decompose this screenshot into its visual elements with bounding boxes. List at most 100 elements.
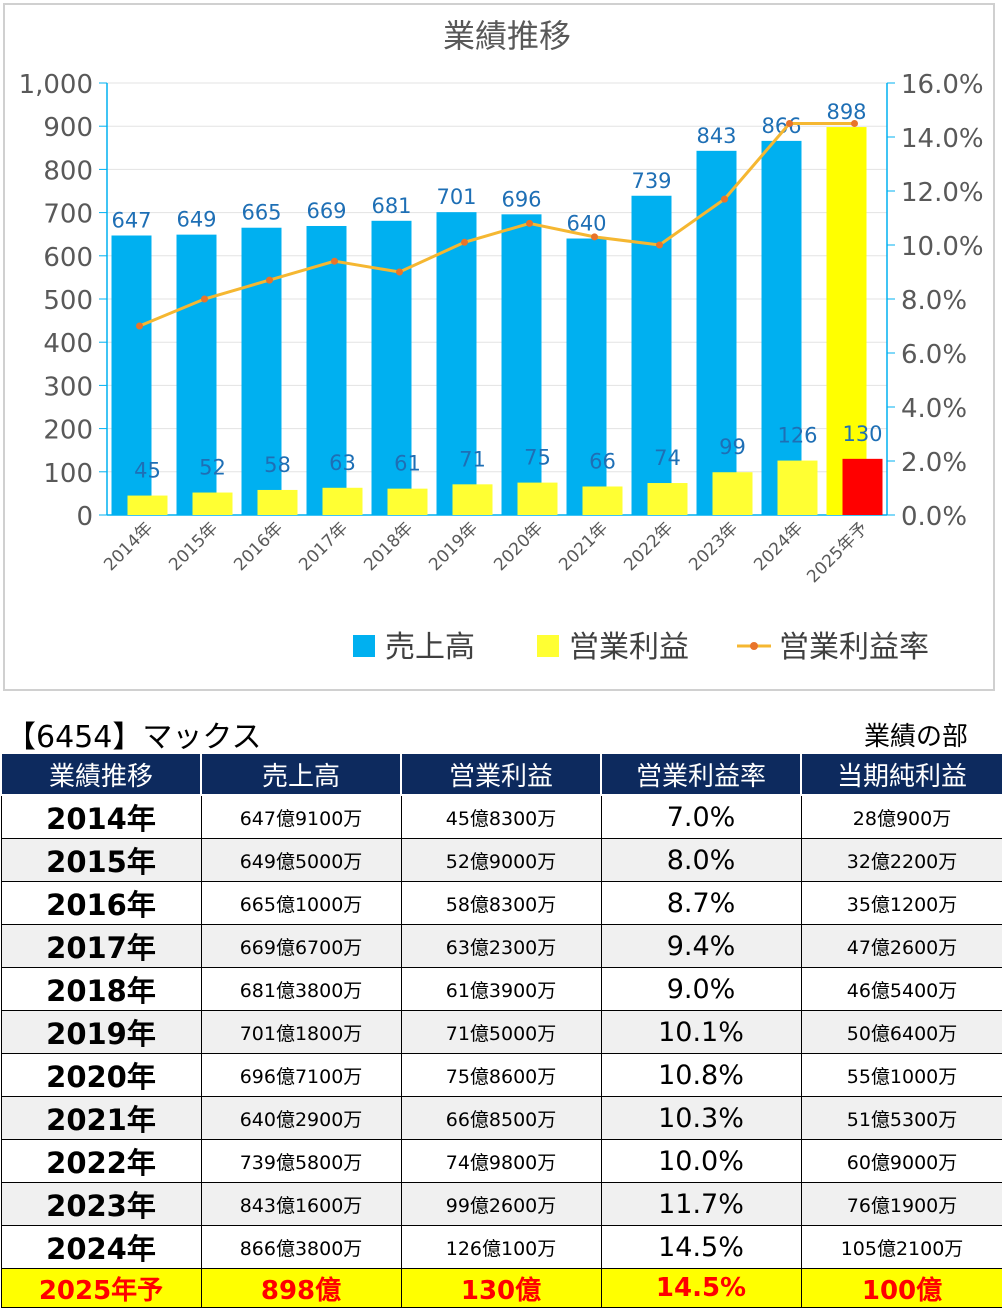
row-operating-profit: 63億2300万 xyxy=(400,924,602,968)
row-operating-profit: 52億9000万 xyxy=(400,838,602,882)
data-label-operating-profit: 52 xyxy=(199,456,226,480)
row-sales: 665億1000万 xyxy=(200,881,402,925)
x-axis-category-label: 2014年 xyxy=(100,518,157,575)
row-operating-profit: 71億5000万 xyxy=(400,1010,602,1054)
row-operating-profit: 99億2600万 xyxy=(400,1182,602,1226)
x-axis-category-label: 2024年 xyxy=(750,518,807,575)
row-net-income: 60億9000万 xyxy=(800,1139,1002,1183)
row-year: 2014年 xyxy=(0,794,202,839)
row-operating-profit: 45億8300万 xyxy=(400,794,602,839)
bar-sales xyxy=(176,234,217,515)
bar-operating-profit xyxy=(322,487,363,515)
marker-operating-margin xyxy=(266,276,273,284)
row-net-income: 47億2600万 xyxy=(800,924,1002,968)
data-label-sales: 898 xyxy=(826,100,866,124)
row-sales: 696億7100万 xyxy=(200,1053,402,1097)
marker-operating-margin xyxy=(656,241,663,249)
bar-operating-profit xyxy=(387,488,428,515)
x-axis-category-label: 2018年 xyxy=(360,518,417,575)
row-net-income: 46億5400万 xyxy=(800,967,1002,1011)
legend-label-sales: 売上高 xyxy=(385,630,475,665)
row-operating-margin: 14.5% xyxy=(600,1268,802,1308)
marker-operating-margin xyxy=(461,238,468,246)
row-operating-profit: 130億 xyxy=(400,1268,602,1308)
data-label-operating-profit: 61 xyxy=(394,452,421,476)
row-net-income: 51億5300万 xyxy=(800,1096,1002,1140)
bar-sales xyxy=(306,225,347,515)
chart-title: 業績推移 xyxy=(443,17,571,55)
bar-sales xyxy=(501,214,542,515)
bar-sales xyxy=(826,127,867,516)
data-label-operating-profit: 66 xyxy=(589,449,616,473)
data-label-operating-profit: 63 xyxy=(329,451,356,475)
left-axis-tick-label: 200 xyxy=(43,416,93,446)
data-label-sales: 696 xyxy=(501,187,541,211)
header-operating-profit: 営業利益 xyxy=(400,752,602,796)
bar-operating-profit xyxy=(647,483,688,515)
x-axis-category-label: 2019年 xyxy=(425,518,482,575)
bar-sales xyxy=(241,227,282,515)
marker-operating-margin xyxy=(136,322,143,330)
left-axis-tick-label: 600 xyxy=(43,243,93,273)
bar-operating-profit xyxy=(842,458,883,515)
marker-operating-margin xyxy=(396,268,403,276)
row-operating-margin: 9.4% xyxy=(600,924,802,968)
row-operating-margin: 11.7% xyxy=(600,1182,802,1226)
row-sales: 739億5800万 xyxy=(200,1139,402,1183)
row-sales: 898億 xyxy=(200,1268,402,1308)
row-year: 2016年 xyxy=(0,881,202,925)
row-net-income: 28億900万 xyxy=(800,794,1002,839)
row-year: 2020年 xyxy=(0,1053,202,1097)
row-operating-margin: 10.3% xyxy=(600,1096,802,1140)
row-net-income: 32億2200万 xyxy=(800,838,1002,882)
right-axis-tick-label: 14.0% xyxy=(901,124,984,154)
header-period: 業績推移 xyxy=(0,752,202,796)
row-year: 2022年 xyxy=(0,1139,202,1183)
row-operating-margin: 10.8% xyxy=(600,1053,802,1097)
left-axis-tick-label: 900 xyxy=(43,113,93,143)
row-sales: 649億5000万 xyxy=(200,838,402,882)
data-label-operating-profit: 71 xyxy=(459,447,486,471)
row-net-income: 50億6400万 xyxy=(800,1010,1002,1054)
marker-operating-margin xyxy=(201,295,208,303)
left-axis-tick-label: 800 xyxy=(43,156,93,186)
row-year: 2015年 xyxy=(0,838,202,882)
table-row: 2018年 681億3800万 61億3900万 9.0% 46億5400万 xyxy=(0,967,1002,1011)
data-label-operating-profit: 58 xyxy=(264,453,291,477)
table-row: 2024年 866億3800万 126億100万 14.5% 105億2100万 xyxy=(0,1225,1002,1269)
legend-label-operating-margin: 営業利益率 xyxy=(779,630,929,665)
row-operating-profit: 66億8500万 xyxy=(400,1096,602,1140)
marker-operating-margin xyxy=(526,219,533,227)
row-net-income: 100億 xyxy=(800,1268,1002,1308)
right-axis-tick-label: 2.0% xyxy=(901,448,967,478)
x-axis-category-label: 2021年 xyxy=(555,518,612,575)
table-row: 2017年 669億6700万 63億2300万 9.4% 47億2600万 xyxy=(0,924,1002,968)
chart-frame: 業績推移 0 100 200 300 400 500 600 700 800 900 1,000 0.0… xyxy=(3,3,995,691)
x-axis-category-label: 2016年 xyxy=(230,518,287,575)
row-operating-profit: 126億100万 xyxy=(400,1225,602,1269)
table-row: 2019年 701億1800万 71億5000万 10.1% 50億6400万 xyxy=(0,1010,1002,1054)
data-label-operating-profit: 99 xyxy=(719,435,746,459)
bar-operating-profit xyxy=(712,472,753,515)
row-year: 2019年 xyxy=(0,1010,202,1054)
data-label-sales: 681 xyxy=(371,194,411,218)
row-year: 2025年予 xyxy=(0,1268,202,1308)
right-axis-tick-label: 10.0% xyxy=(901,232,984,262)
table-row: 2022年 739億5800万 74億9800万 10.0% 60億9000万 xyxy=(0,1139,1002,1183)
row-year: 2021年 xyxy=(0,1096,202,1140)
left-axis-tick-label: 0 xyxy=(76,502,93,532)
row-sales: 669億6700万 xyxy=(200,924,402,968)
x-axis-category-label: 2025年予 xyxy=(803,518,872,587)
data-label-sales: 647 xyxy=(111,208,151,232)
line-operating-margin xyxy=(138,122,855,328)
row-operating-margin: 9.0% xyxy=(600,967,802,1011)
row-year: 2023年 xyxy=(0,1182,202,1226)
left-axis-tick-label: 500 xyxy=(43,286,93,316)
section-label: 業績の部 xyxy=(863,722,968,752)
bar-sales xyxy=(436,212,477,515)
table-header-row: 【6454】マックス 業績の部 xyxy=(0,712,1002,755)
table-row: 2014年 647億9100万 45億8300万 7.0% 28億900万 xyxy=(0,794,1002,839)
marker-operating-margin xyxy=(851,120,858,127)
right-axis-tick-label: 0.0% xyxy=(901,502,967,532)
bar-operating-profit xyxy=(257,489,298,515)
